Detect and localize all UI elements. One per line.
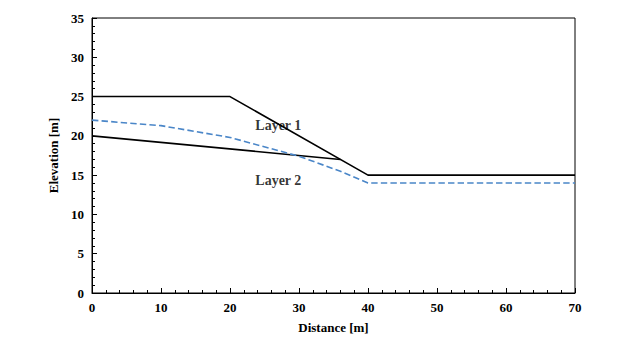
svg-text:50: 50 xyxy=(431,300,444,315)
svg-text:10: 10 xyxy=(155,300,168,315)
svg-text:35: 35 xyxy=(71,11,85,26)
svg-text:Layer 2: Layer 2 xyxy=(255,173,301,188)
svg-text:0: 0 xyxy=(78,286,85,301)
svg-text:25: 25 xyxy=(71,89,85,104)
svg-text:20: 20 xyxy=(71,128,84,143)
svg-text:20: 20 xyxy=(224,300,237,315)
svg-text:Elevation [m]: Elevation [m] xyxy=(46,118,61,193)
svg-text:30: 30 xyxy=(293,300,306,315)
svg-text:70: 70 xyxy=(569,300,582,315)
svg-text:10: 10 xyxy=(71,207,84,222)
svg-text:15: 15 xyxy=(71,168,85,183)
svg-text:0: 0 xyxy=(89,300,96,315)
svg-text:30: 30 xyxy=(71,50,84,65)
svg-text:5: 5 xyxy=(78,246,85,261)
svg-text:Layer 1: Layer 1 xyxy=(255,118,301,133)
svg-text:60: 60 xyxy=(500,300,513,315)
svg-text:Distance [m]: Distance [m] xyxy=(298,320,368,335)
svg-text:40: 40 xyxy=(362,300,375,315)
